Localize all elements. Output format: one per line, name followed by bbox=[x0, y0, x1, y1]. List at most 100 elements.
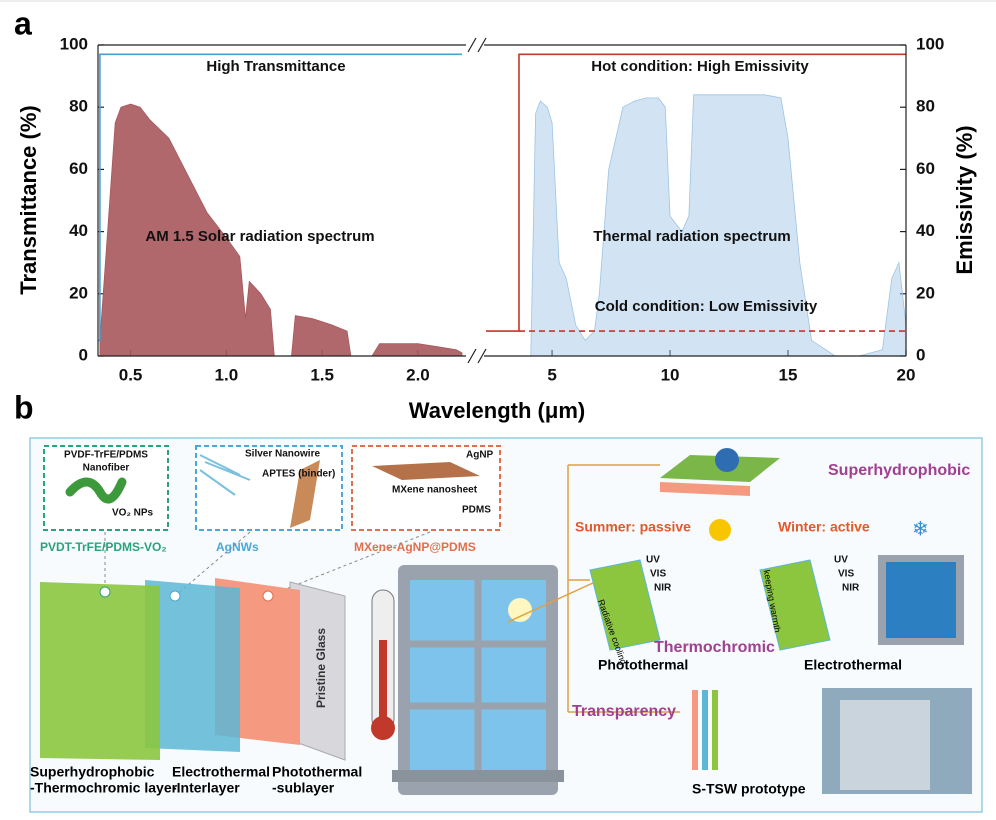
stack-layer bbox=[702, 690, 708, 770]
mode-label: Winter: active bbox=[778, 519, 870, 535]
marker bbox=[169, 590, 181, 602]
y-tick-label: 40 bbox=[69, 221, 88, 240]
feature-label: Thermochromic bbox=[654, 639, 775, 656]
y2-axis-label: Emissivity (%) bbox=[952, 125, 977, 274]
axis-break bbox=[467, 348, 477, 364]
layer-caption: -Interlayer bbox=[172, 780, 240, 796]
y-tick-label: 80 bbox=[69, 97, 88, 116]
annotation: High Transmittance bbox=[206, 58, 345, 75]
axis-break bbox=[477, 348, 487, 364]
y-tick-label: 100 bbox=[916, 34, 944, 53]
annotation: Cold condition: Low Emissivity bbox=[595, 298, 818, 315]
electrothermal-layer bbox=[145, 580, 240, 752]
inset-label: PDMS bbox=[462, 505, 491, 516]
mode-label: Summer: passive bbox=[575, 519, 691, 535]
marker bbox=[99, 586, 111, 598]
y-tick-label: 20 bbox=[69, 283, 88, 302]
droplet bbox=[715, 448, 739, 472]
x-tick-label: 2.0 bbox=[406, 365, 430, 384]
film-stack bbox=[759, 559, 831, 651]
stack-layer bbox=[692, 690, 698, 770]
y-tick-label: 60 bbox=[916, 159, 935, 178]
mxene-sheet bbox=[372, 462, 480, 480]
sun-icon bbox=[709, 519, 731, 541]
layer-caption: Electrothermal bbox=[172, 764, 270, 780]
sun bbox=[508, 598, 532, 622]
window-sill bbox=[392, 770, 564, 782]
x-axis-label: Wavelength (μm) bbox=[409, 398, 585, 423]
x-tick-label: 1.5 bbox=[310, 365, 334, 384]
x-tick-label: 1.0 bbox=[215, 365, 239, 384]
nanowire bbox=[199, 454, 251, 496]
annotation: Hot condition: High Emissivity bbox=[591, 58, 809, 75]
nanofiber bbox=[65, 477, 127, 504]
bracket bbox=[567, 464, 680, 713]
thermometer-fluid bbox=[379, 640, 387, 720]
inset-box bbox=[195, 445, 343, 531]
annotation: AM 1.5 Solar radiation spectrum bbox=[145, 228, 374, 245]
layer-name: AgNWs bbox=[216, 540, 259, 554]
layer-caption: -Thermochromic layer bbox=[30, 780, 178, 796]
x-tick-label: 0.5 bbox=[119, 365, 143, 384]
mode-caption: Photothermal bbox=[598, 657, 688, 673]
snow-icon: ❄ bbox=[912, 518, 929, 540]
layer-caption: Superhydrophobic bbox=[30, 764, 155, 780]
axis-frame bbox=[97, 37, 907, 364]
spectrum-label: VIS bbox=[838, 569, 854, 580]
inset-box bbox=[351, 445, 501, 531]
film bbox=[660, 482, 750, 496]
inset-label: VO₂ NPs bbox=[112, 508, 154, 519]
spectrum-area bbox=[530, 94, 907, 357]
layer-name: MXene-AgNP@PDMS bbox=[354, 540, 476, 554]
inset-label: MXene nanosheet bbox=[392, 485, 478, 496]
feature-label: Transparency bbox=[572, 703, 676, 720]
window-mullion bbox=[410, 580, 546, 770]
x-tick-label: 10 bbox=[661, 365, 680, 384]
y-tick-label: 80 bbox=[916, 97, 935, 116]
layer-name: Pristine Glass bbox=[314, 628, 328, 708]
prototype-caption: S-TSW prototype bbox=[692, 781, 806, 797]
y-tick-label: 0 bbox=[79, 345, 88, 364]
data-line bbox=[486, 53, 906, 332]
x-tick-label: 5 bbox=[547, 365, 556, 384]
data-line bbox=[98, 53, 462, 342]
axis-break bbox=[477, 37, 487, 53]
spectrum-label: UV bbox=[646, 555, 660, 566]
small-window-glass bbox=[886, 562, 956, 638]
thermochromic-layer bbox=[40, 582, 160, 760]
spectrum-label: UV bbox=[834, 555, 848, 566]
y-tick-label: 100 bbox=[60, 34, 88, 53]
spectrum-label: VIS bbox=[650, 569, 666, 580]
panel-label: b bbox=[14, 389, 34, 425]
marker bbox=[262, 590, 274, 602]
film-stack bbox=[589, 559, 661, 651]
feature-label: Superhydrophobic bbox=[828, 462, 970, 479]
y-tick-label: 60 bbox=[69, 159, 88, 178]
axis-break bbox=[467, 37, 477, 53]
layer-name: PVDT-TrFE/PDMS-VO₂ bbox=[40, 540, 167, 554]
inset-label: Nanofiber bbox=[83, 463, 130, 474]
spectrum-label: NIR bbox=[654, 583, 672, 594]
y-tick-label: 40 bbox=[916, 221, 935, 240]
mode-caption: Electrothermal bbox=[804, 657, 902, 673]
spectrum-label: NIR bbox=[842, 583, 860, 594]
inset-label: APTES (binder) bbox=[262, 469, 335, 480]
y-axis-label: Transmittance (%) bbox=[16, 105, 41, 295]
x-tick-label: 20 bbox=[897, 365, 916, 384]
inset-label: PVDF-TrFE/PDMS bbox=[64, 450, 148, 461]
inset-label: AgNP bbox=[466, 450, 494, 461]
mxene-sheet bbox=[290, 460, 320, 528]
annotation: Thermal radiation spectrum bbox=[593, 228, 791, 245]
inset-box bbox=[43, 445, 169, 531]
thermometer-bulb bbox=[371, 716, 395, 740]
callout-line bbox=[507, 581, 596, 623]
stack-layer bbox=[712, 690, 718, 770]
y-tick-label: 0 bbox=[916, 345, 925, 364]
prototype-building bbox=[840, 700, 930, 790]
inset-label: Silver Nanowire bbox=[245, 449, 320, 460]
x-tick-label: 15 bbox=[779, 365, 798, 384]
layer-caption: Photothermal bbox=[272, 764, 362, 780]
panel-label: a bbox=[14, 5, 32, 41]
